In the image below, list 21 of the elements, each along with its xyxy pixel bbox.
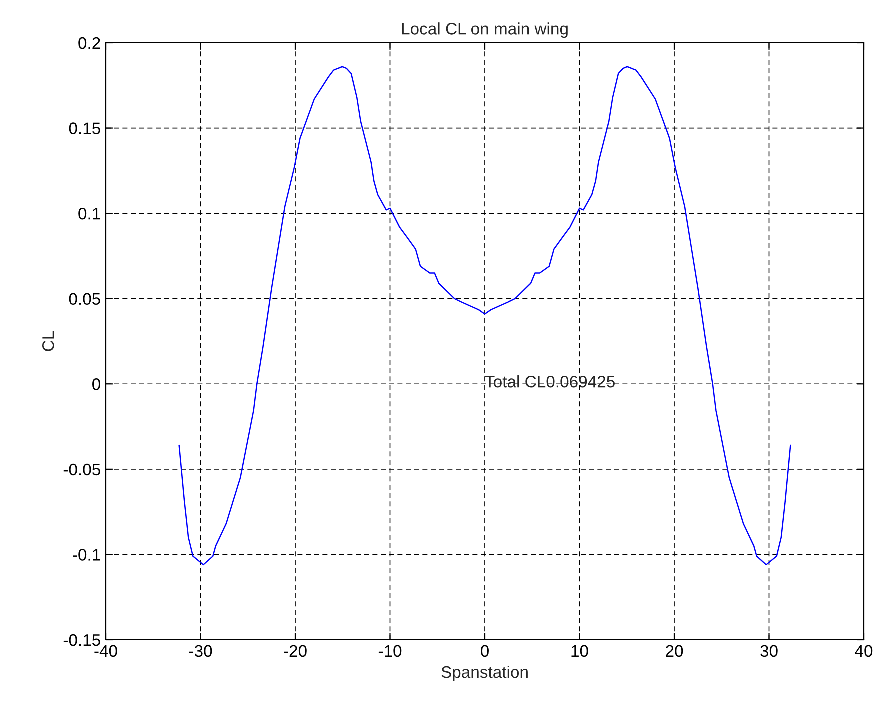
y-tick-label: -0.1: [73, 549, 100, 561]
x-tick-label: -10: [378, 645, 402, 658]
y-tick-label: 0: [92, 378, 100, 390]
y-tick-label: -0.15: [64, 634, 100, 646]
x-tick-label: -20: [284, 645, 307, 658]
chart-title: Local CL on main wing: [402, 22, 568, 38]
y-axis-title: CL: [42, 331, 54, 352]
line-series: [178, 66, 792, 566]
x-tick-label: 0: [481, 645, 489, 658]
x-tick-label: 20: [666, 645, 684, 658]
y-tick-label: 0.2: [78, 37, 100, 50]
y-tick-label: 0.05: [69, 293, 100, 306]
x-tick-label: 10: [572, 645, 588, 658]
y-tick-label: 0.1: [78, 208, 100, 220]
x-tick-label: -30: [189, 645, 212, 658]
x-axis-title: Spanstation: [442, 666, 528, 682]
y-tick-label: -0.05: [64, 464, 100, 476]
x-tick-label: 40: [855, 645, 873, 658]
x-tick-label: -40: [94, 645, 118, 658]
x-tick-label: 30: [760, 645, 778, 658]
y-tick-label: 0.15: [69, 122, 100, 134]
